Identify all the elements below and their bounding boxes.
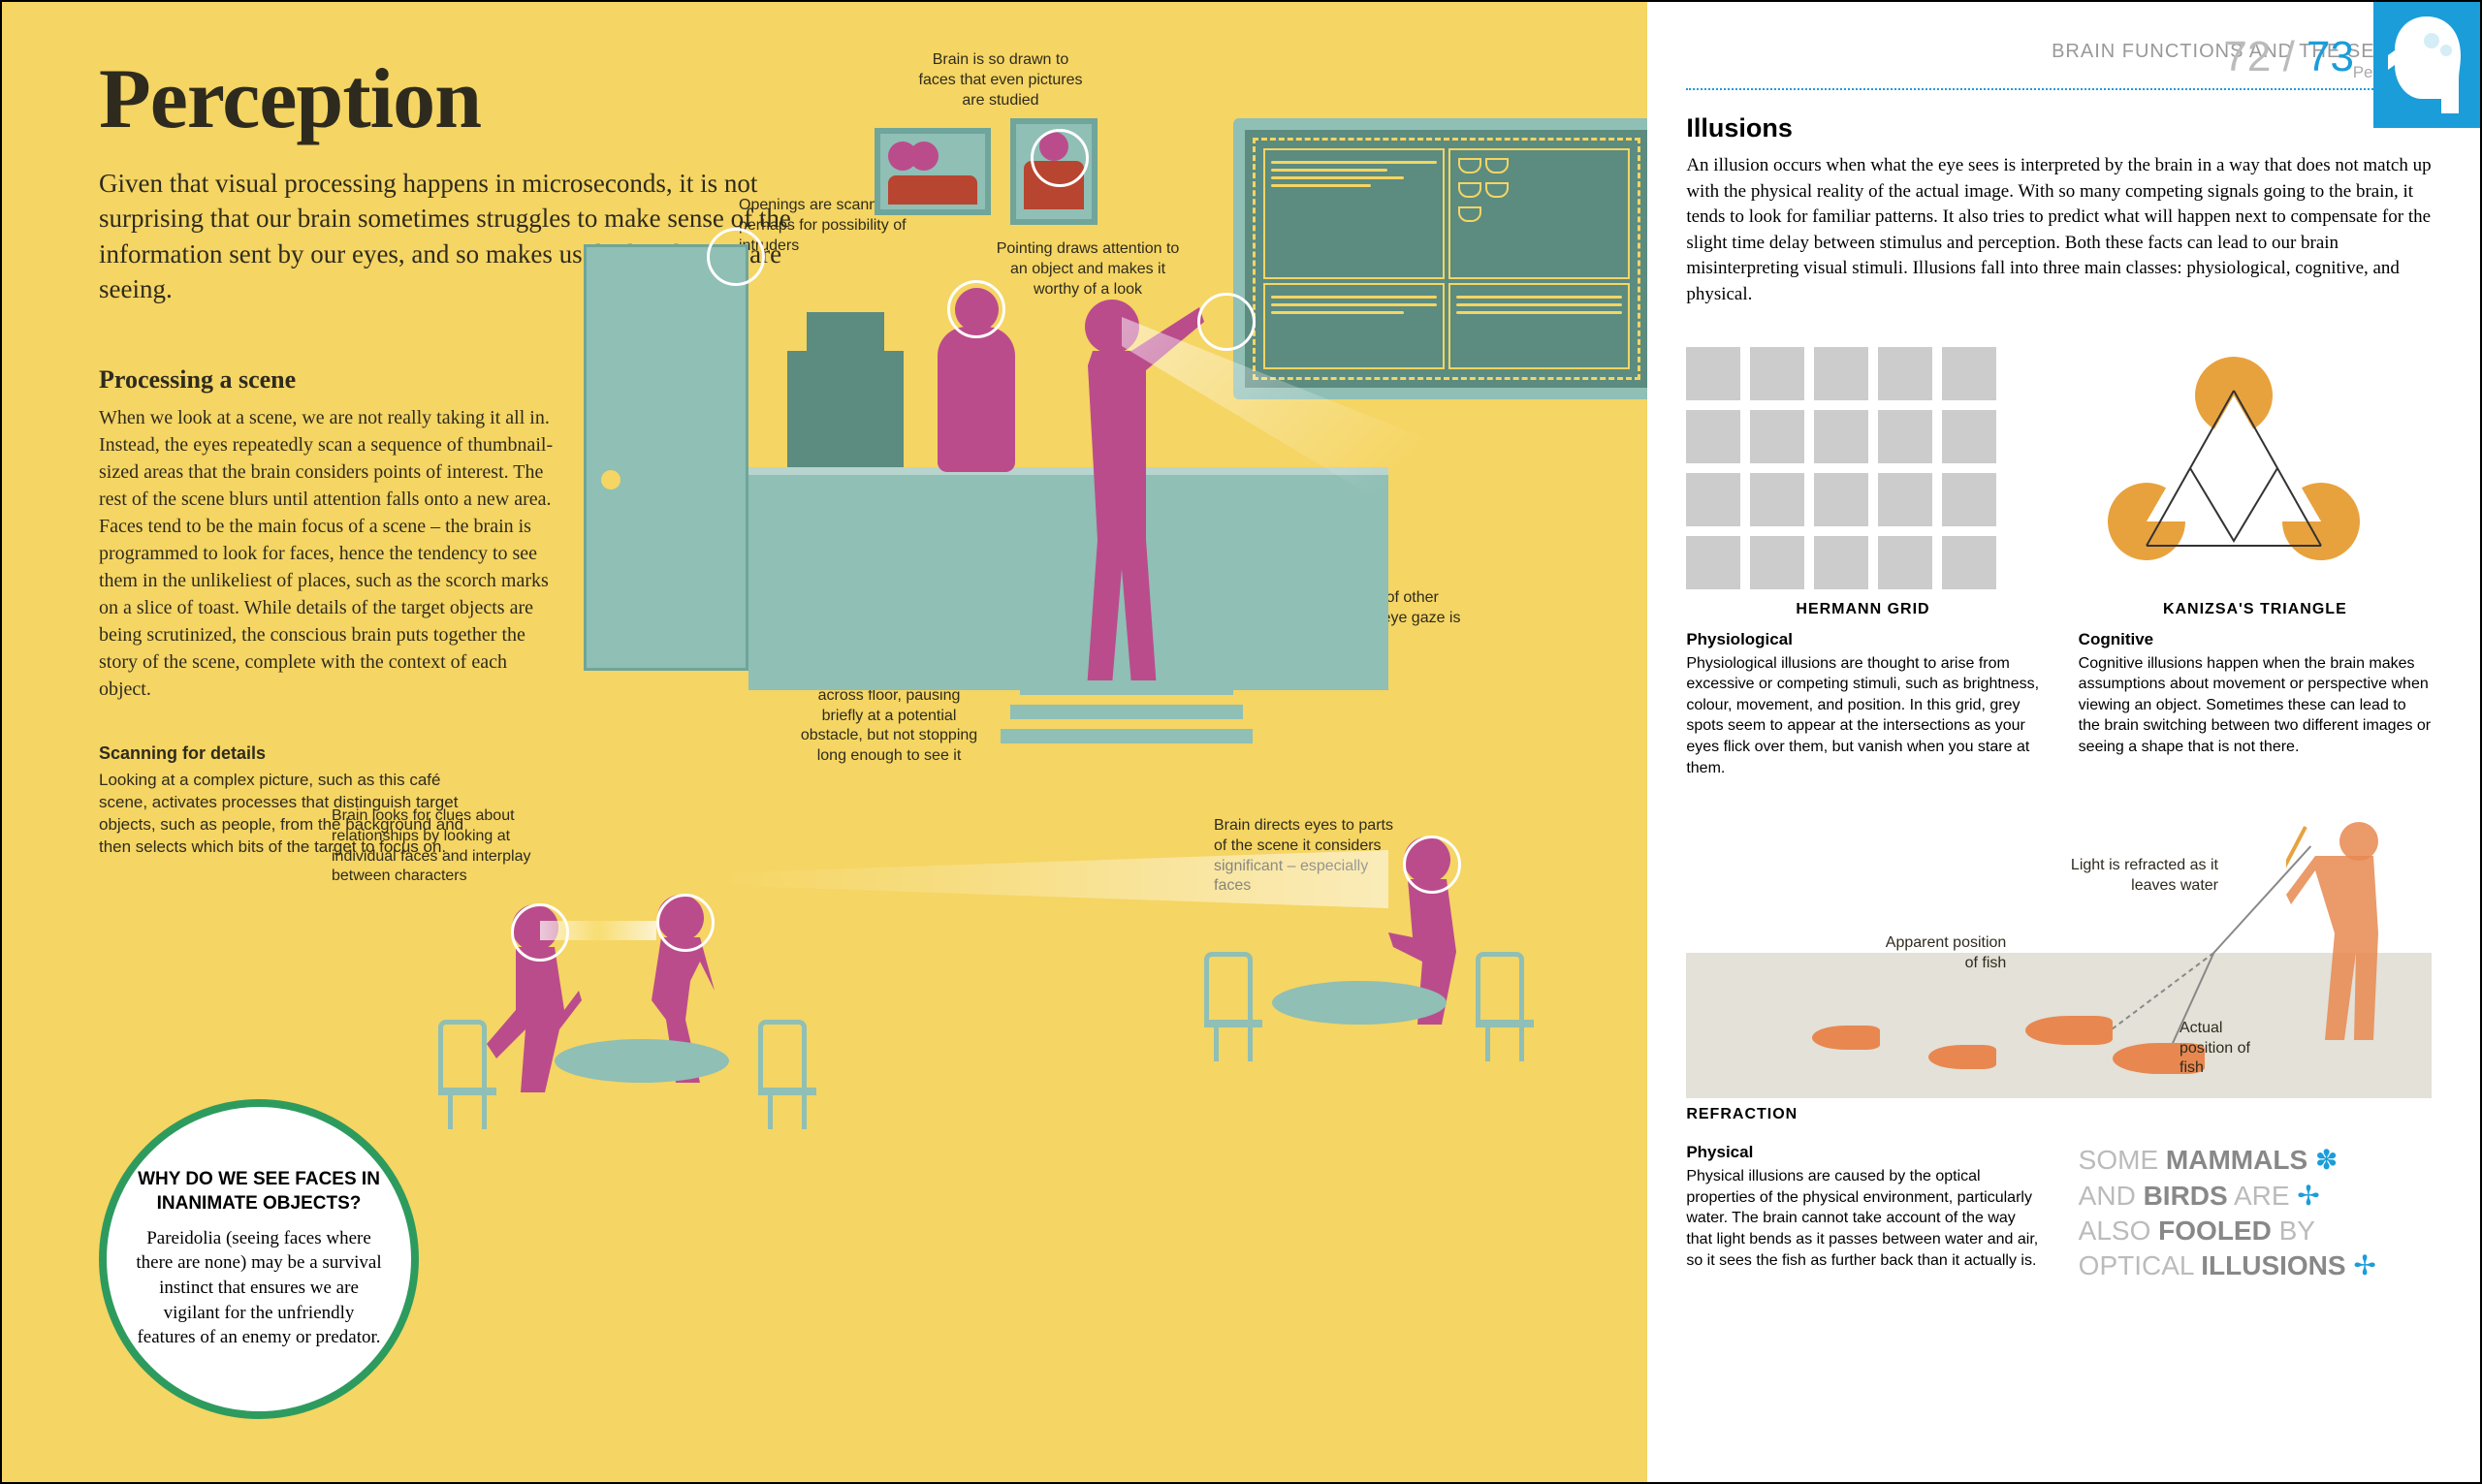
right-page: BRAIN FUNCTIONS AND THE SENSES Perceptio…: [1647, 2, 2480, 1482]
processing-body: When we look at a scene, we are not real…: [99, 404, 555, 703]
table-group-left: [458, 884, 865, 1214]
physical-subhead: Physical: [1686, 1143, 2039, 1162]
callout-apparent-fish: Apparent position of fish: [1870, 933, 2006, 974]
framed-picture-2: [1010, 118, 1098, 225]
illusions-section: Illusions An illusion occurs when what t…: [1686, 113, 2432, 308]
framed-picture-1: [875, 128, 991, 215]
chair: [438, 1020, 496, 1126]
cafe-scene: Brain is so drawn to faces that even pic…: [535, 157, 1602, 1398]
fact-title: WHY DO WE SEE FACES IN INANIMATE OBJECTS…: [136, 1168, 382, 1216]
table-group-right: [1233, 836, 1543, 1165]
attention-halo: [947, 280, 1005, 338]
kanizsa-triangle-illustration: [2079, 347, 2389, 589]
attention-halo: [1197, 293, 1256, 351]
callout-relationships: Brain looks for clues about relationship…: [332, 806, 545, 887]
fact-body: Pareidolia (seeing faces where there are…: [136, 1226, 382, 1350]
page-num-left: 72: [2223, 33, 2271, 80]
stairs: [1001, 680, 1253, 777]
processing-section: Processing a scene When we look at a sce…: [99, 365, 555, 703]
cognitive-subhead: Cognitive: [2079, 630, 2432, 649]
page-numbers: 72 / 73: [2223, 33, 2354, 81]
illusions-body: An illusion occurs when what the eye see…: [1686, 153, 2432, 308]
page-header: BRAIN FUNCTIONS AND THE SENSES Perceptio…: [1686, 41, 2432, 90]
gaze-beam: [540, 921, 656, 940]
door-handle: [601, 470, 620, 489]
chair: [758, 1020, 816, 1126]
bird-track-icon: ✢: [2353, 1250, 2375, 1280]
barista-figure: [923, 288, 1030, 482]
hermann-grid-illustration: [1686, 347, 1996, 589]
chair: [1204, 952, 1262, 1058]
pullquote: SOME MAMMALS ✽ AND BIRDS ARE ✢ ALSO FOOL…: [2079, 1143, 2432, 1284]
cognitive-text: Cognitive illusions happen when the brai…: [2079, 653, 2432, 758]
book-spread: Perception Given that visual processing …: [0, 0, 2482, 1484]
fact-circle: WHY DO WE SEE FACES IN INANIMATE OBJECTS…: [99, 1099, 419, 1419]
illusions-heading: Illusions: [1686, 113, 2432, 143]
fish: [1812, 1026, 1880, 1050]
refraction-illustration: Light is refracted as it leaves water Ap…: [1686, 807, 2432, 1098]
attention-halo: [707, 228, 765, 286]
fish: [1928, 1045, 1996, 1069]
physiological-text: Physiological illusions are thought to a…: [1686, 653, 2039, 779]
hermann-column: HERMANN GRID Physiological Physiological…: [1686, 347, 2039, 779]
cafe-table: [555, 1039, 729, 1083]
physical-text: Physical illusions are caused by the opt…: [1686, 1166, 2039, 1271]
physiological-subhead: Physiological: [1686, 630, 2039, 649]
refraction-label: REFRACTION: [1686, 1106, 2432, 1123]
chair: [1476, 952, 1534, 1058]
scanning-heading: Scanning for details: [99, 743, 467, 764]
page-num-right: 73: [2307, 33, 2354, 80]
paw-icon: ✽: [2315, 1145, 2338, 1175]
kanizsa-column: KANIZSA'S TRIANGLE Cognitive Cognitive i…: [2079, 347, 2432, 779]
hermann-label: HERMANN GRID: [1686, 601, 2039, 618]
attention-halo: [1031, 129, 1089, 187]
callout-actual-fish: Actual position of fish: [2180, 1019, 2276, 1079]
physical-row: Physical Physical illusions are caused b…: [1686, 1143, 2432, 1284]
processing-heading: Processing a scene: [99, 365, 555, 395]
callout-light-refracted: Light is refracted as it leaves water: [2063, 856, 2218, 897]
menu-board: [1233, 118, 1660, 399]
bird-track-icon: ✢: [2297, 1181, 2319, 1211]
attention-halo: [656, 894, 715, 952]
left-page: Perception Given that visual processing …: [2, 2, 1647, 1482]
kanizsa-label: KANIZSA'S TRIANGLE: [2079, 601, 2432, 618]
callout-faces-pictures: Brain is so drawn to faces that even pic…: [913, 50, 1088, 111]
door-illustration: [584, 244, 748, 671]
cash-register: [787, 351, 904, 477]
fish-apparent: [2025, 1016, 2113, 1045]
attention-halo: [1403, 836, 1461, 894]
illusion-examples-row: HERMANN GRID Physiological Physiological…: [1686, 347, 2432, 779]
brain-icon-badge: [2373, 2, 2480, 128]
cafe-table: [1272, 981, 1447, 1025]
